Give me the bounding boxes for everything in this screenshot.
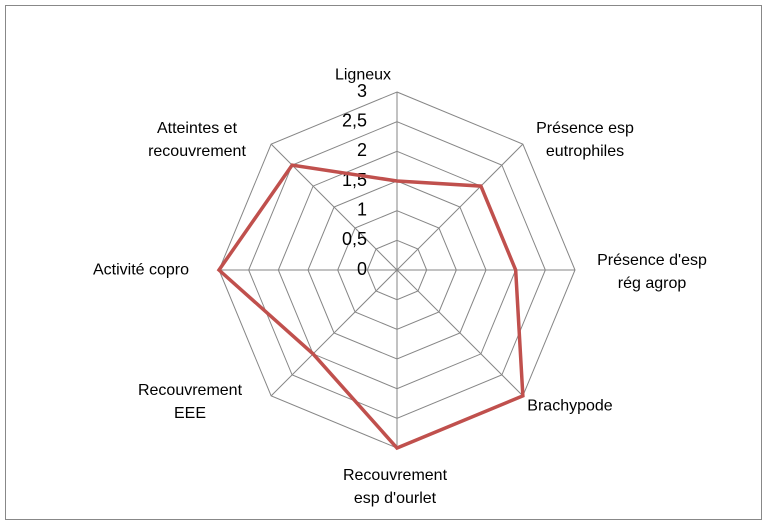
r-tick-label: 3 <box>357 81 367 101</box>
category-label: Présence d'esp rég agrop <box>597 252 707 292</box>
r-tick-label: 2 <box>357 140 367 160</box>
r-tick-label: 1 <box>357 199 367 219</box>
r-tick-label: 2,5 <box>342 110 367 130</box>
category-label: Recouvrement esp d'ourlet <box>342 467 448 507</box>
r-tick-label: 0 <box>357 259 367 279</box>
category-label: Atteintes et recouvrement <box>148 120 246 160</box>
category-label: Recouvrement EEE <box>137 382 243 422</box>
spoke <box>270 269 398 397</box>
category-label: Présence esp eutrophiles <box>536 120 634 160</box>
category-label: Activité copro <box>92 261 190 279</box>
category-label: Ligneux <box>334 66 392 84</box>
category-label: Brachypode <box>527 397 613 415</box>
r-tick-label: 0,5 <box>342 229 367 249</box>
spoke <box>396 269 524 397</box>
spoke <box>396 143 524 271</box>
series-line <box>216 163 525 451</box>
